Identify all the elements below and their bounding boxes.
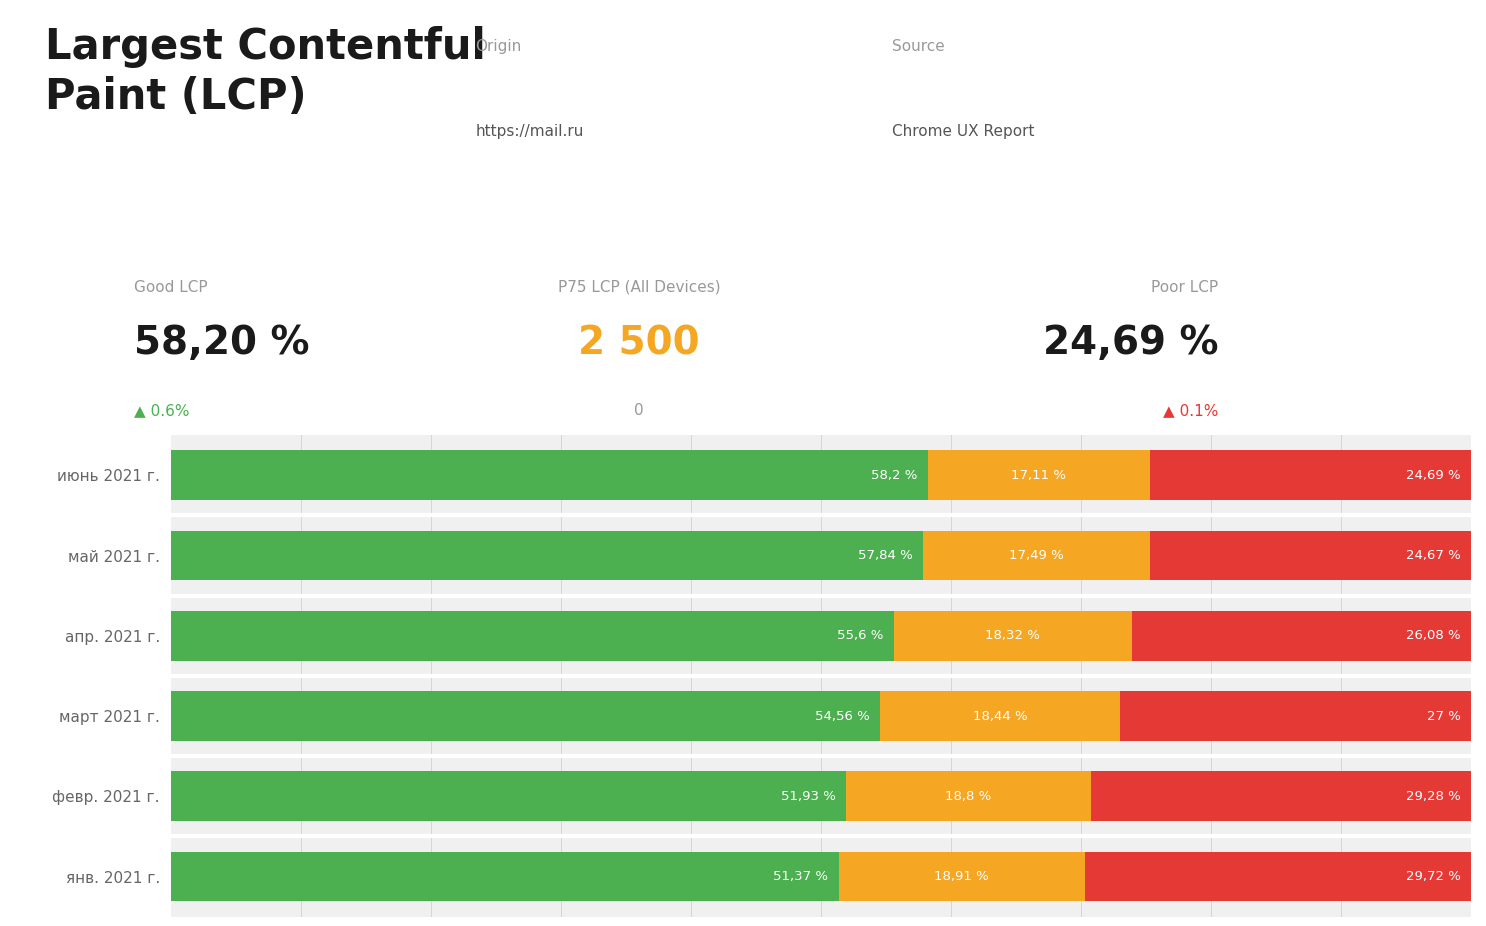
Bar <box>171 611 893 661</box>
Bar <box>838 852 1085 902</box>
Text: 18,8 %: 18,8 % <box>945 790 991 803</box>
Bar <box>927 450 1150 500</box>
Text: 29,28 %: 29,28 % <box>1406 790 1461 803</box>
Bar <box>880 691 1120 741</box>
Text: 18,44 %: 18,44 % <box>973 709 1027 722</box>
Bar <box>893 611 1132 661</box>
Bar <box>1150 450 1471 500</box>
Text: Poor LCP: Poor LCP <box>1152 280 1219 294</box>
Text: ▲ 0.1%: ▲ 0.1% <box>1164 403 1219 419</box>
Text: 18,91 %: 18,91 % <box>935 870 990 883</box>
Text: 57,84 %: 57,84 % <box>857 549 912 562</box>
Text: ▲ 0.6%: ▲ 0.6% <box>134 403 189 419</box>
Bar <box>171 691 880 741</box>
Text: 2 500: 2 500 <box>578 324 700 362</box>
Text: 24,69 %: 24,69 % <box>1043 324 1219 362</box>
Text: 55,6 %: 55,6 % <box>837 630 883 643</box>
Bar <box>171 852 838 902</box>
Text: 58,20 %: 58,20 % <box>134 324 309 362</box>
Text: 17,11 %: 17,11 % <box>1012 469 1067 482</box>
Text: https://mail.ru: https://mail.ru <box>476 124 584 140</box>
Text: 27 %: 27 % <box>1427 709 1461 722</box>
Bar <box>1085 852 1471 902</box>
Text: Good LCP: Good LCP <box>134 280 208 294</box>
Bar <box>846 771 1091 821</box>
Bar <box>171 771 846 821</box>
Text: 29,72 %: 29,72 % <box>1406 870 1461 883</box>
Bar <box>1150 531 1471 581</box>
Text: 51,93 %: 51,93 % <box>780 790 835 803</box>
Text: 0: 0 <box>635 403 643 419</box>
Text: Source: Source <box>892 39 944 54</box>
Text: 17,49 %: 17,49 % <box>1009 549 1064 562</box>
Text: Chrome UX Report: Chrome UX Report <box>892 124 1034 140</box>
Text: 18,32 %: 18,32 % <box>985 630 1040 643</box>
Text: Origin: Origin <box>476 39 522 54</box>
Text: 26,08 %: 26,08 % <box>1406 630 1461 643</box>
Bar <box>1120 691 1471 741</box>
Text: 51,37 %: 51,37 % <box>773 870 828 883</box>
Text: 24,67 %: 24,67 % <box>1406 549 1461 562</box>
Bar <box>1091 771 1471 821</box>
Text: 24,69 %: 24,69 % <box>1406 469 1461 482</box>
Bar <box>171 450 927 500</box>
Text: 58,2 %: 58,2 % <box>871 469 917 482</box>
Text: Largest Contentful
Paint (LCP): Largest Contentful Paint (LCP) <box>45 26 486 119</box>
Text: P75 LCP (All Devices): P75 LCP (All Devices) <box>557 280 721 294</box>
Bar <box>923 531 1150 581</box>
Bar <box>171 531 923 581</box>
Bar <box>1132 611 1471 661</box>
Text: 54,56 %: 54,56 % <box>816 709 869 722</box>
